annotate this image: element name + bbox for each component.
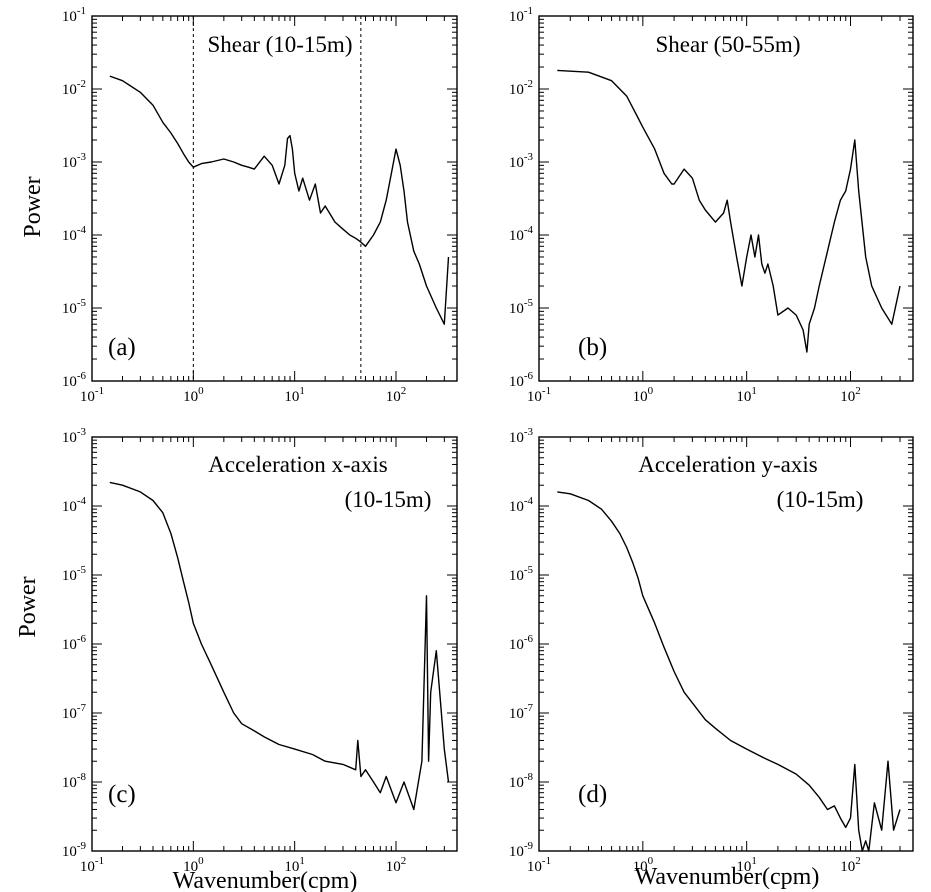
panel-c-x-tick-label: 101 (284, 855, 305, 875)
panel-a-x-tick-label: 100 (183, 385, 204, 405)
panel-d-x-tick-label: 101 (736, 855, 757, 875)
panel-a-label: (a) (108, 334, 136, 361)
panel-d-y-tick-label: 10-6 (509, 633, 534, 653)
panel-b-y-tick-label: 10-2 (509, 78, 533, 98)
panel-d-y-tick-label: 10-4 (509, 495, 534, 515)
panel-d-label: (d) (578, 781, 607, 808)
panel-d-x-tick-label: 10-1 (527, 855, 551, 875)
panel-d-y-tick-label: 10-8 (509, 771, 534, 791)
panel-d-y-tick-label: 10-7 (509, 702, 534, 722)
panel-c-title: Acceleration x-axis (208, 452, 387, 477)
panel-a-x-tick-label: 101 (284, 385, 305, 405)
panel-c-y-tick-label: 10-8 (62, 771, 87, 791)
panel-a-y-tick-label: 10-6 (62, 370, 87, 390)
y-axis-label-top: Power (20, 176, 46, 237)
panel-c-x-tick-label: 100 (183, 855, 204, 875)
panel-d-series-line (557, 491, 901, 852)
panel-a-y-tick-label: 10-1 (62, 5, 86, 25)
panel-c-y-tick-label: 10-7 (62, 702, 87, 722)
panel-a-y-tick-label: 10-2 (62, 78, 86, 98)
y-axis-label-bottom: Power (15, 576, 41, 637)
panel-b-x-tick-label: 101 (736, 385, 757, 405)
panel-d-y-tick-label: 10-5 (509, 564, 534, 584)
panel-c-label: (c) (108, 781, 136, 808)
x-axis-label-right: Wavenumber(cpm) (635, 864, 820, 890)
panel-d-subtitle: (10-15m) (777, 487, 864, 512)
panel-b-label: (b) (578, 334, 607, 361)
panel-b-y-tick-label: 10-5 (509, 297, 534, 317)
panel-d-y-tick-label: 10-3 (509, 426, 534, 446)
panel-a-title: Shear (10-15m) (208, 32, 353, 57)
panel-d-title: Acceleration y-axis (638, 452, 817, 477)
panel-a-x-tick-label: 102 (386, 385, 407, 405)
panel-c-subtitle: (10-15m) (345, 487, 432, 512)
panel-d-x-tick-label: 100 (633, 855, 654, 875)
panel-b-y-tick-label: 10-1 (509, 5, 533, 25)
panel-d-x-tick-label: 102 (840, 855, 861, 875)
panel-c-y-tick-label: 10-4 (62, 495, 87, 515)
panel-c-series-line (109, 481, 450, 811)
panel-b-y-tick-label: 10-3 (509, 151, 534, 171)
panel-b-y-tick-label: 10-6 (509, 370, 534, 390)
panel-b-y-tick-label: 10-4 (509, 224, 534, 244)
panel-c-x-tick-label: 102 (386, 855, 407, 875)
panel-c-x-tick-label: 10-1 (80, 855, 104, 875)
x-axis-label-left: Wavenumber(cpm) (173, 868, 358, 892)
panel-d-y-tick-label: 10-9 (509, 840, 534, 860)
panel-a-x-tick-label: 10-1 (80, 385, 104, 405)
panel-b-title: Shear (50-55m) (656, 32, 801, 57)
panel-c-y-tick-label: 10-3 (62, 426, 87, 446)
panel-b-series-line (557, 69, 901, 353)
panel-c-y-tick-label: 10-9 (62, 840, 87, 860)
panel-c-y-tick-label: 10-6 (62, 633, 87, 653)
panel-b-x-tick-label: 10-1 (527, 385, 551, 405)
panel-b-x-tick-label: 102 (840, 385, 861, 405)
panel-c-y-tick-label: 10-5 (62, 564, 87, 584)
panel-b-x-tick-label: 100 (633, 385, 654, 405)
panel-a-series-line (109, 75, 450, 325)
panel-a-y-tick-label: 10-4 (62, 224, 87, 244)
panel-a-y-tick-label: 10-5 (62, 297, 87, 317)
panel-a-frame (91, 15, 458, 382)
panel-b-frame (538, 15, 914, 382)
panel-a-y-tick-label: 10-3 (62, 151, 87, 171)
